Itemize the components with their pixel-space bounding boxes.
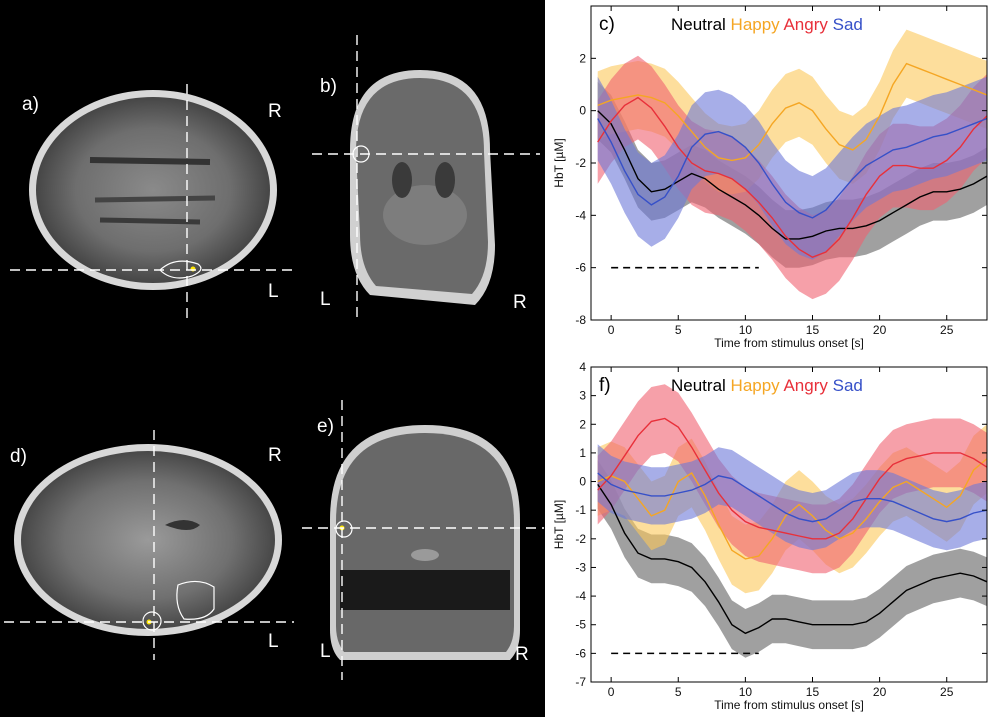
band-angry-f [597, 384, 987, 574]
orientation-l: L [268, 631, 279, 652]
series-line-happy-f [597, 458, 988, 560]
legend-entry-neutral: Neutral [671, 15, 726, 34]
band-sad-c [597, 76, 987, 260]
x-tick-label: 5 [675, 323, 682, 337]
y-tick-label: -4 [575, 589, 586, 603]
orientation-l: L [320, 289, 331, 310]
ventricle [435, 162, 455, 198]
ventricle [165, 520, 200, 530]
legend-entry-happy: Happy [726, 15, 780, 34]
x-tick-label: 20 [873, 323, 887, 337]
y-tick-label: 4 [579, 360, 586, 374]
mri-axial-bottom: d) R L [4, 430, 294, 660]
legend-entry-happy: Happy [726, 376, 780, 395]
band-neutral-f [597, 460, 987, 658]
x-tick-label: 25 [940, 323, 954, 337]
plot-frame-f [590, 366, 988, 683]
panel-label-c: c) [599, 14, 615, 35]
panel-label-e: e) [317, 416, 334, 437]
orientation-r: R [515, 644, 529, 665]
y-tick-label: -6 [575, 261, 586, 275]
band-neutral-c [597, 81, 987, 268]
y-tick-label: -3 [575, 560, 586, 574]
y-tick-label: -2 [575, 156, 586, 170]
x-tick-label: 10 [739, 685, 753, 699]
legend-c: Neutral Happy Angry Sad [671, 15, 863, 34]
series-line-sad-f [597, 472, 988, 523]
brain-tissue [36, 97, 270, 283]
panel-label-b: b) [320, 76, 337, 97]
y-axis-label: HbT [µM] [552, 500, 566, 549]
series-line-angry-f [597, 417, 988, 540]
midline [94, 195, 216, 203]
x-axis-label: Time from stimulus onset [s] [714, 336, 864, 350]
mri-coronal-bottom: e) L R [302, 400, 544, 680]
orientation-l: L [320, 641, 331, 662]
x-axis-label: Time from stimulus onset [s] [714, 698, 864, 712]
x-tick-label: 5 [675, 685, 682, 699]
cerebellum [383, 185, 467, 245]
chart-hbt-bottom: 0 5 10 15 20 25 -7 -6 -5 -4 -3 -2 -1 0 1 2 3 4 Time from s… [552, 360, 988, 712]
y-tick-label: 1 [579, 446, 586, 460]
orientation-l: L [268, 281, 279, 302]
x-tick-label: 15 [806, 685, 820, 699]
y-tick-label: -7 [575, 675, 586, 689]
chart-hbt-top: 0 5 10 15 20 25 -8 -6 -4 -2 0 2 Time from stimulus o… [552, 5, 988, 350]
x-tick-label: 15 [806, 323, 820, 337]
y-tick-label: -5 [575, 618, 586, 632]
y-tick-label: -6 [575, 646, 586, 660]
panel-label-d: d) [10, 446, 27, 467]
legend-entry-sad: Sad [828, 376, 863, 395]
mri-coronal-top: b) L R [312, 35, 540, 322]
series-line-sad-c [597, 117, 988, 219]
y-tick-label: -1 [575, 503, 586, 517]
y-tick-label: 3 [579, 389, 586, 403]
roi-outline [159, 260, 202, 279]
legend-entry-sad: Sad [828, 15, 863, 34]
y-tick-label: 2 [579, 417, 586, 431]
y-axis-label: HbT [µM] [552, 138, 566, 187]
legend-f: Neutral Happy Angry Sad [671, 376, 863, 395]
series-line-angry-c [597, 96, 988, 258]
y-tick-label: -8 [575, 313, 586, 327]
mri-axial-top: a) R L [10, 84, 294, 318]
legend-entry-angry: Angry [780, 15, 829, 34]
brainstem [411, 549, 439, 561]
ventricle [89, 157, 211, 165]
orientation-r: R [268, 101, 282, 122]
x-tick-label: 20 [873, 685, 887, 699]
brain-tissue [21, 451, 275, 629]
y-tick-label: 0 [579, 104, 586, 118]
x-tick-label: 25 [940, 685, 954, 699]
y-tick-label: -2 [575, 532, 586, 546]
series-line-neutral-f [597, 484, 988, 635]
band-sad-f [597, 444, 987, 551]
orientation-r: R [268, 445, 282, 466]
skull-base [340, 570, 510, 610]
series-line-neutral-c [597, 110, 988, 240]
ventricle [99, 217, 201, 225]
legend-entry-neutral: Neutral [671, 376, 726, 395]
roi-outline [176, 580, 215, 620]
y-tick-label: -4 [575, 208, 586, 222]
roi-marker [190, 266, 196, 272]
panel-label-a: a) [22, 94, 39, 115]
charts-panel: 0 5 10 15 20 25 -8 -6 -4 -2 0 2 Time from stimulus o… [545, 0, 991, 717]
panel-label-f: f) [599, 375, 611, 396]
series-line-happy-c [597, 62, 988, 162]
x-tick-label: 10 [739, 323, 753, 337]
legend-entry-angry: Angry [780, 376, 829, 395]
brain-tissue [336, 433, 514, 652]
roi-outline [142, 611, 162, 631]
roi-outline [335, 520, 353, 538]
x-tick-label: 0 [608, 685, 615, 699]
y-tick-label: 2 [579, 51, 586, 65]
orientation-r: R [513, 292, 527, 313]
y-tick-label: 0 [579, 475, 586, 489]
x-tick-label: 0 [608, 323, 615, 337]
ventricle [392, 162, 412, 198]
